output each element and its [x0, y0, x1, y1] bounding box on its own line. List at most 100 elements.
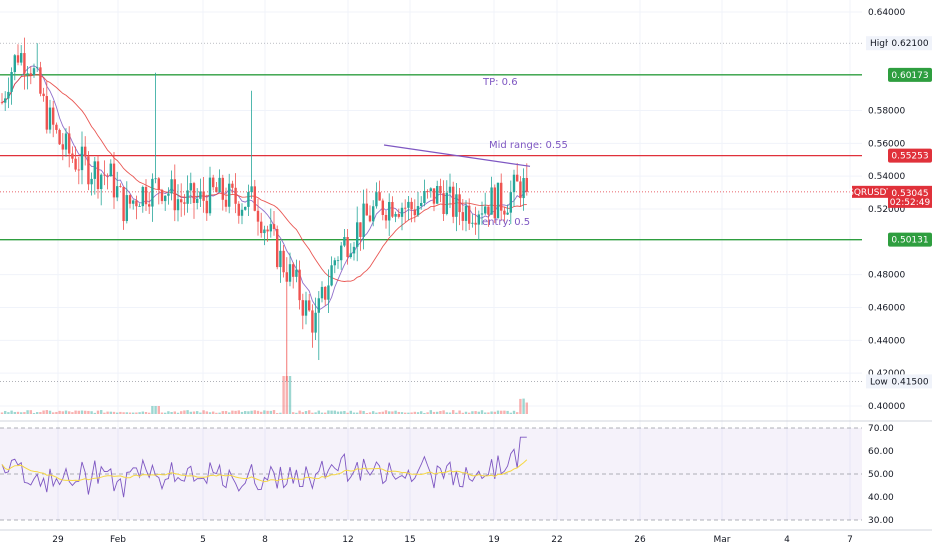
volume-bar — [256, 410, 260, 414]
candle-body — [320, 286, 324, 299]
candle-body — [384, 214, 388, 221]
candle-body — [0, 102, 4, 104]
volume-bar — [266, 410, 269, 414]
volume-bar — [87, 410, 90, 414]
volume-bar — [320, 412, 324, 414]
volume-bar — [132, 412, 135, 414]
moving-average-line — [1, 65, 528, 311]
candle-body — [125, 195, 128, 222]
volume-bar — [138, 412, 141, 414]
candle-body — [154, 178, 157, 180]
volume-bar — [48, 410, 52, 414]
candle-body — [279, 250, 282, 268]
candle-body — [381, 200, 384, 215]
volume-bar — [477, 411, 480, 414]
candle-body — [378, 192, 381, 201]
candle-body — [362, 203, 365, 237]
low-tag-label: Low — [870, 377, 888, 387]
candle-body — [375, 192, 378, 207]
volume-bar — [288, 376, 292, 414]
volume-bar — [90, 411, 93, 414]
drawings[interactable]: Mid range: 0.55 entry: 0.5 TP: 0.6 — [383, 77, 568, 228]
high-value-label: 0.62100 — [891, 39, 928, 49]
candle-body — [26, 73, 29, 75]
rsi-pane: 70.00 60.00 50.00 40.00 30.00 — [0, 424, 894, 526]
price-tick-label: 0.44000 — [868, 336, 905, 346]
symbol-badge-label: SQRUSDT — [848, 188, 892, 198]
candle-body — [452, 186, 455, 217]
volume-bar — [244, 411, 247, 414]
candle-body — [359, 222, 362, 237]
volume-bar — [464, 411, 468, 414]
volume-bar — [269, 410, 272, 414]
entry-annotation: entry: 0.5 — [482, 217, 530, 228]
volume-bar — [237, 410, 240, 414]
date-tick-label: 15 — [404, 535, 415, 545]
rsi-line — [1, 436, 527, 498]
low-value-label: 0.41500 — [891, 377, 928, 387]
candle-body — [180, 199, 183, 203]
candle-body — [365, 203, 368, 216]
volume-bar — [84, 410, 87, 414]
moving-averages — [1, 65, 528, 311]
volume-bar — [176, 412, 180, 414]
volume-bar — [231, 410, 234, 414]
candle-body — [215, 187, 218, 193]
volume-bar — [493, 411, 496, 414]
volume-bar — [512, 410, 516, 414]
candle-body — [68, 133, 71, 154]
price-tick-label: 0.40000 — [868, 402, 905, 412]
candle-body — [477, 214, 480, 225]
volume-bar — [292, 412, 295, 414]
candle-body — [250, 186, 253, 193]
candle-body — [221, 177, 224, 200]
date-axis[interactable]: 29 Feb 5 8 12 15 19 22 26 Mar 4 7 — [52, 535, 853, 545]
candle-body — [295, 269, 298, 277]
volume-bar — [359, 410, 362, 414]
date-tick-label: 26 — [634, 535, 646, 545]
volume-bar — [487, 412, 490, 414]
volume-bar — [285, 376, 288, 414]
candle-body — [410, 201, 413, 210]
candle-body — [36, 67, 39, 69]
volume-bar — [151, 406, 154, 414]
candle-body — [308, 300, 311, 311]
volume-bar — [221, 411, 224, 414]
volume-bar — [157, 406, 160, 414]
volume-bar — [308, 410, 311, 414]
candle-body — [420, 203, 423, 207]
volume-bar — [442, 410, 445, 414]
volume-bar — [496, 410, 500, 414]
volume-bar — [160, 412, 164, 414]
volume-bar — [23, 412, 26, 414]
high-tag-bg — [866, 36, 888, 51]
date-tick-label: 19 — [488, 535, 500, 545]
price-axis[interactable]: 0.64000 0.58000 0.56000 0.54000 0.52000 0.480… — [848, 8, 932, 412]
volume-bar — [368, 412, 372, 414]
volume-bar — [298, 410, 301, 414]
candle-body — [164, 195, 167, 202]
candle-body — [96, 161, 100, 190]
volume-bar — [74, 410, 77, 414]
candle-body — [128, 195, 132, 204]
candle-body — [352, 246, 356, 254]
volume-bar — [144, 411, 148, 414]
volume-bar — [282, 376, 285, 414]
price-levels[interactable]: 0.60173 0.55253 0.50131 — [0, 42, 932, 382]
volume-bar — [509, 412, 512, 414]
volume-bar — [183, 410, 186, 414]
trend-line[interactable] — [383, 144, 531, 167]
volume-bar — [391, 411, 394, 414]
volume-bar — [39, 412, 42, 414]
volume-bar — [234, 410, 237, 414]
price-tick-label: 0.42000 — [868, 369, 905, 379]
candle-body — [525, 177, 528, 192]
rsi-tick-label: 40.00 — [868, 493, 894, 503]
volume-bar — [452, 410, 455, 414]
volume-bar — [148, 412, 151, 414]
volume-bar — [103, 412, 106, 414]
candle-body — [516, 174, 519, 182]
candles — [0, 37, 528, 382]
